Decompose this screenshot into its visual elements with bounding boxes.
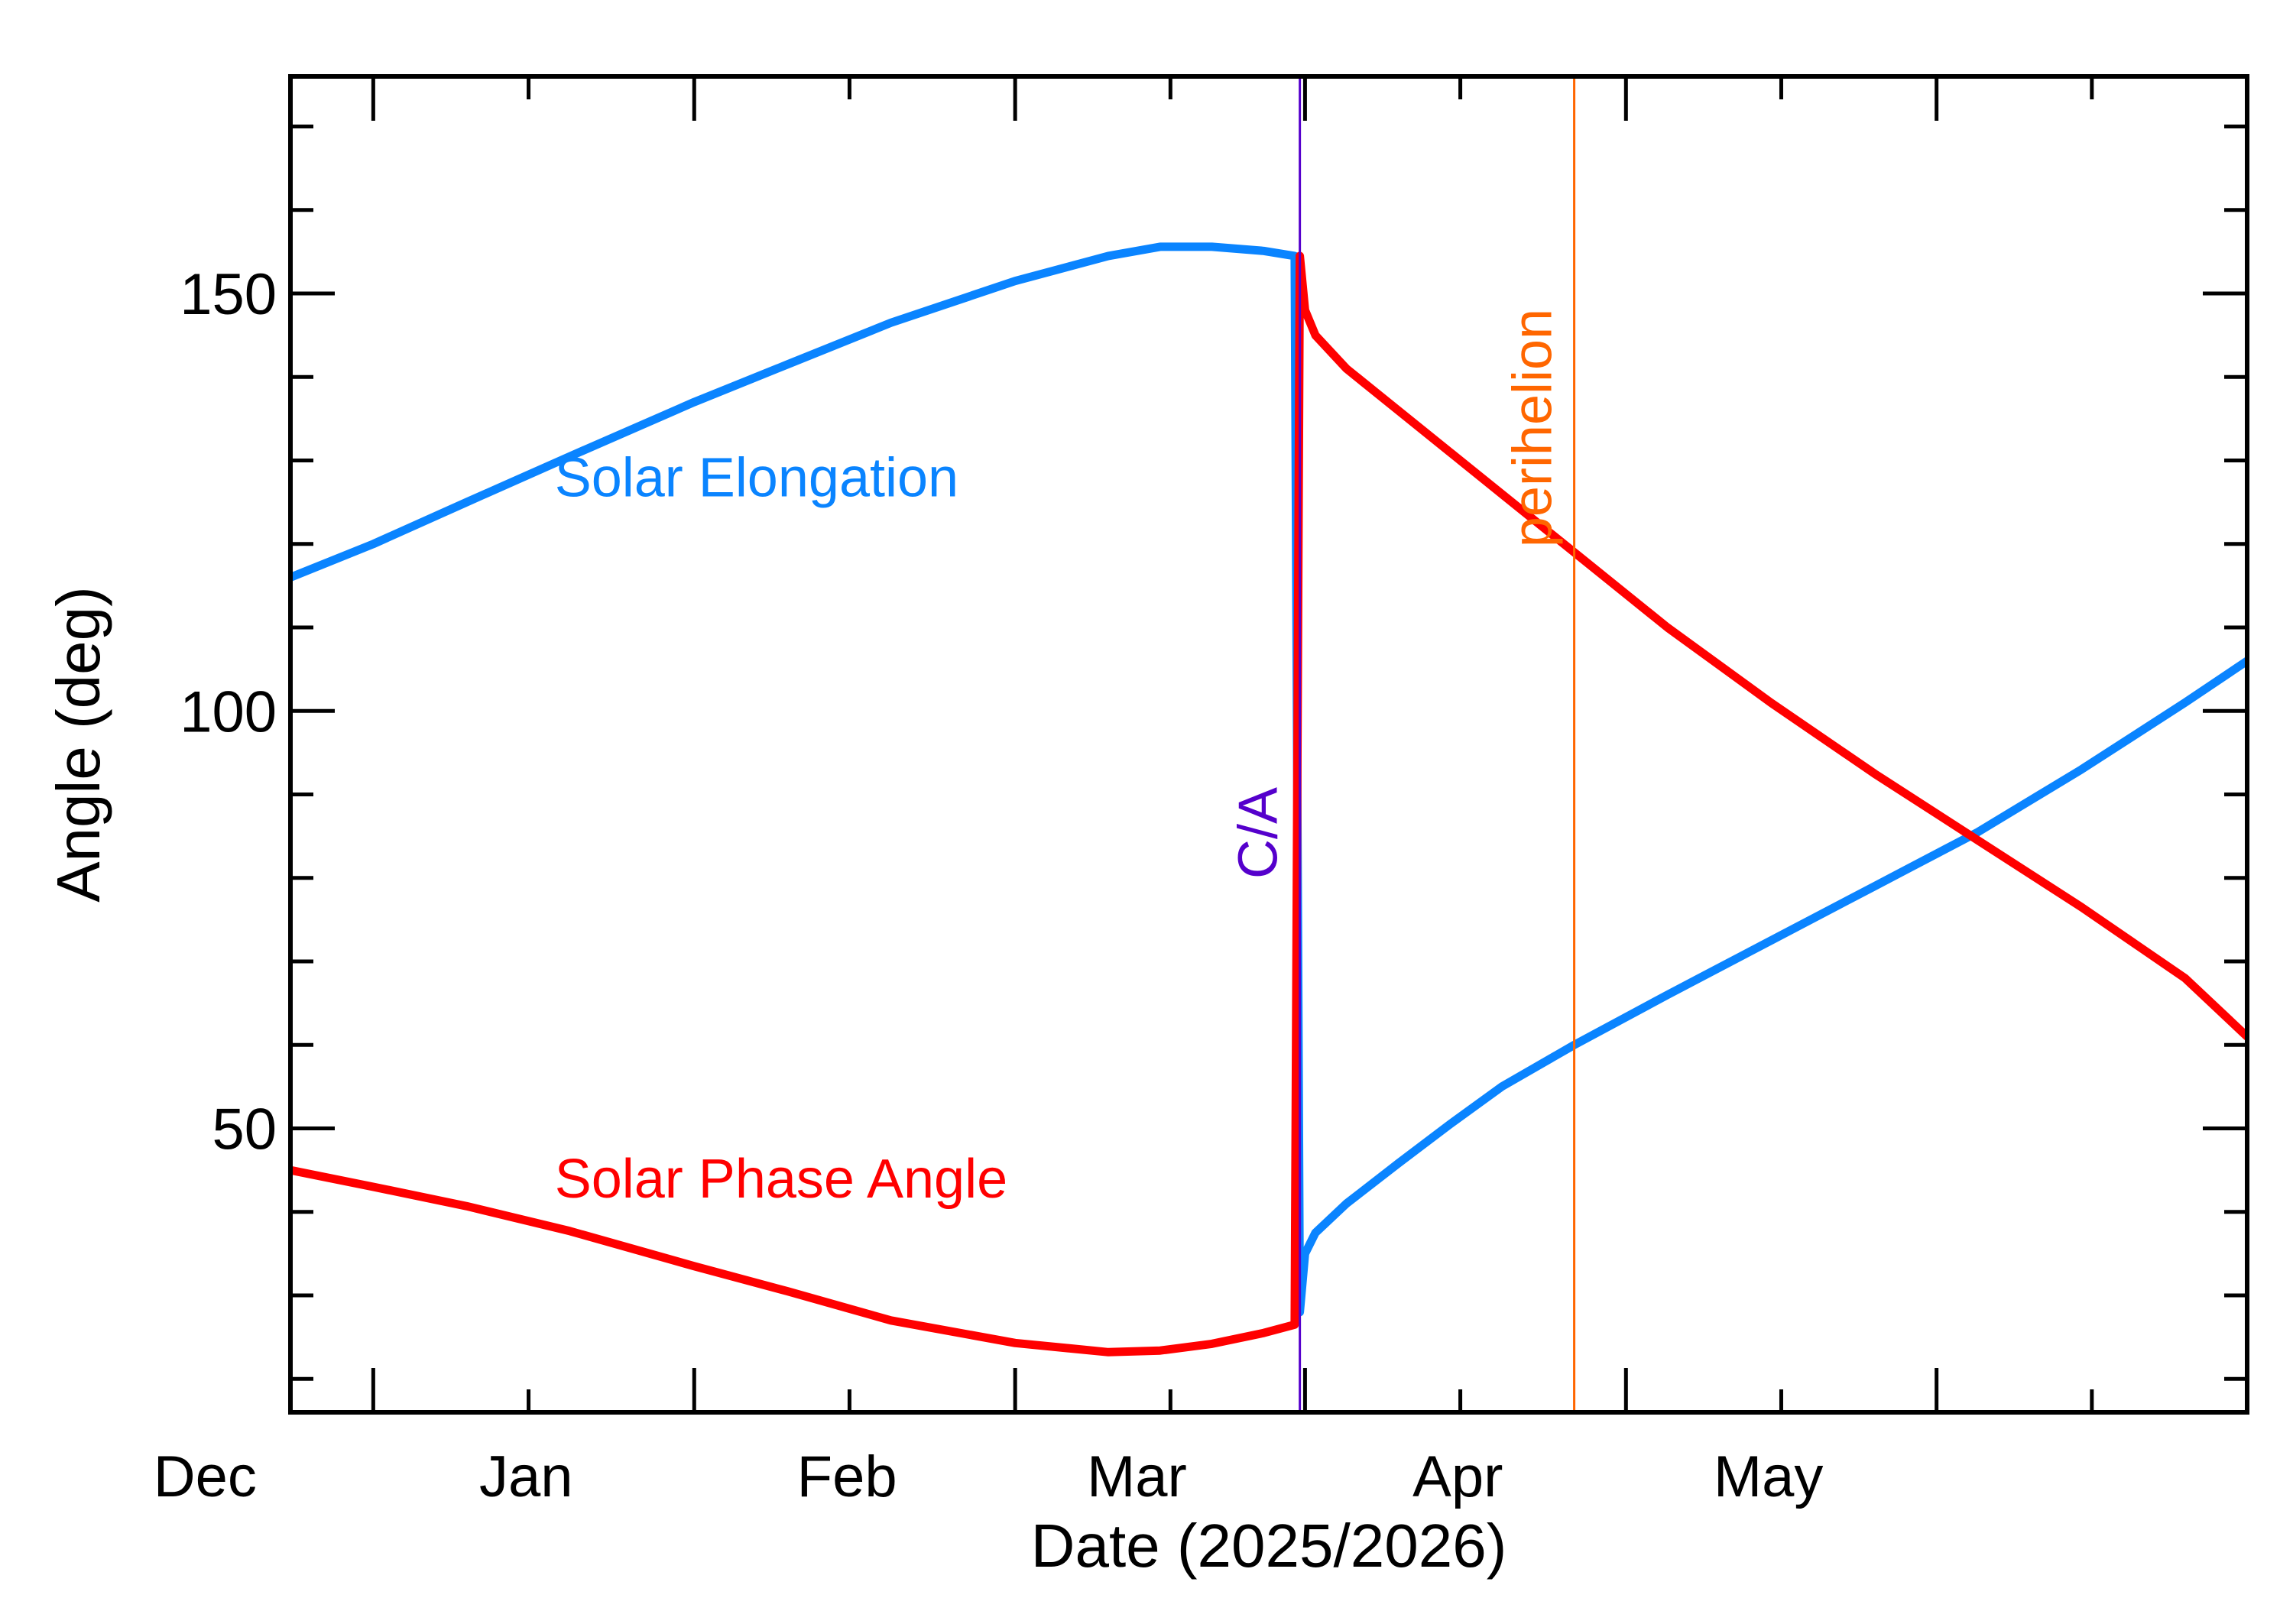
x-tick-label: Mar	[1087, 1444, 1187, 1509]
series-layer	[290, 242, 2247, 1357]
plot-frame	[288, 74, 2249, 1415]
annotation-solar-phase-angle: Solar Phase Angle	[555, 1149, 1007, 1210]
tick-marks	[290, 76, 2247, 1412]
y-axis-label: Angle (deg)	[44, 586, 112, 903]
vline-label-c-a: C/A	[1228, 787, 1289, 879]
x-axis-label: Date (2025/2026)	[1031, 1512, 1507, 1580]
series-line-solar-phase-angle	[290, 251, 2247, 1357]
annotation-solar-elongation: Solar Elongation	[555, 447, 958, 508]
vline-label-perihelion: perihelion	[1503, 309, 1564, 547]
x-tick-label: Feb	[797, 1444, 897, 1509]
tick-labels: 50 100 150 Dec Jan Feb Mar Apr May	[154, 262, 1824, 1509]
y-tick-label: 150	[180, 262, 277, 327]
x-tick-label: Jan	[479, 1444, 573, 1509]
y-tick-label: 50	[212, 1097, 277, 1162]
series-line-solar-elongation	[290, 242, 2247, 1317]
x-tick-label: Apr	[1412, 1444, 1503, 1509]
x-tick-label: Dec	[154, 1444, 257, 1509]
vertical-lines: C/A perihelion	[1228, 76, 1576, 1412]
x-tick-label: May	[1714, 1444, 1824, 1509]
series-annotations: Solar Elongation Solar Phase Angle	[555, 447, 1007, 1210]
y-tick-label: 100	[180, 679, 277, 744]
